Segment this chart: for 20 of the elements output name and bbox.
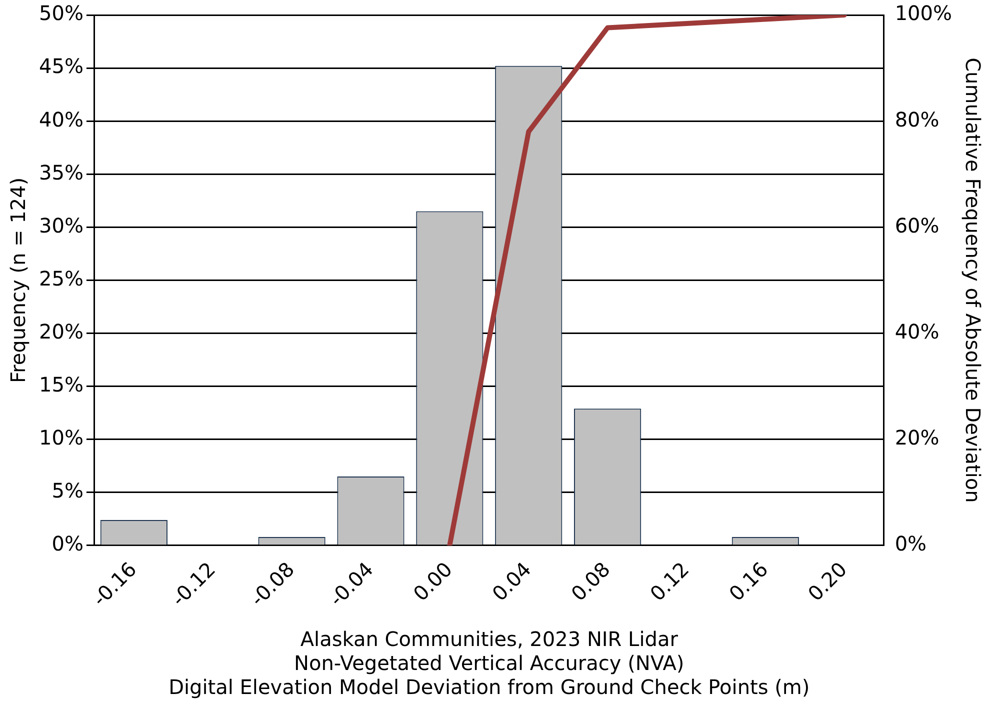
y-tick-label: 5% [52, 478, 84, 503]
y-tick-label: 25% [39, 266, 84, 290]
y-tick-label: 0% [52, 532, 84, 556]
y2-tick-label: 80% [894, 107, 940, 132]
y2-tick-label: 100% [894, 1, 952, 26]
y-tick-label: 10% [39, 426, 84, 450]
y-tick-label: 40% [39, 107, 84, 132]
x-axis-title: Alaskan Communities, 2023 NIR Lidar Non-Vegetated Vertical Accuracy (NVA) Digital Elevation Model Deviation from Ground Check Points (m) [168, 627, 810, 700]
y-tick-label: 20% [39, 319, 84, 344]
y2-axis-title: Cumulative Frequency of Absolute Deviation [960, 58, 985, 503]
y2-tick-label: 60% [894, 213, 940, 238]
y2-tick-label: 20% [894, 426, 940, 450]
y-tick-label: 35% [39, 160, 84, 184]
y-tick-label: 50% [39, 1, 84, 26]
y-tick-label: 30% [39, 213, 84, 238]
y-axis-title: Frequency (n = 124) [6, 177, 30, 384]
y-tick-label: 45% [39, 54, 84, 78]
y2-tick-label: 0% [894, 532, 927, 556]
y-tick-label: 15% [39, 372, 84, 397]
y2-tick-label: 40% [894, 319, 940, 344]
